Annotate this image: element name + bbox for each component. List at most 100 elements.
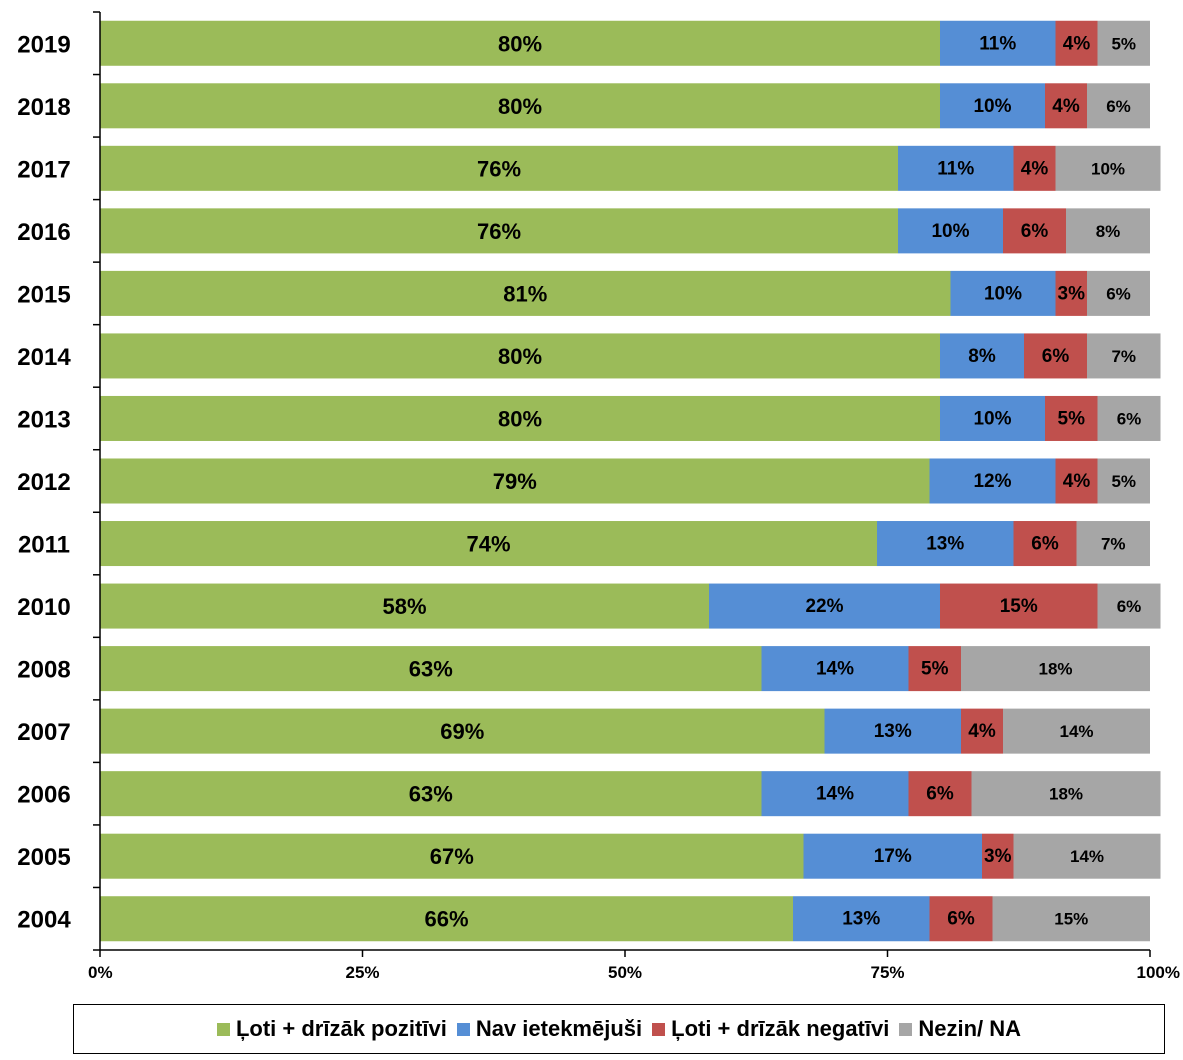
data-label: 6% — [1042, 346, 1070, 367]
data-label: 76% — [477, 156, 521, 181]
data-label: 10% — [973, 408, 1011, 429]
data-label: 4% — [968, 721, 996, 742]
data-label: 5% — [1111, 34, 1136, 53]
bar-segment — [940, 20, 1056, 66]
data-label: 14% — [1059, 722, 1093, 741]
category-label: 2006 — [17, 782, 70, 809]
data-label: 13% — [874, 721, 912, 742]
data-label: 6% — [1106, 97, 1131, 116]
bar-segment — [100, 208, 898, 254]
category-label: 2011 — [18, 532, 70, 559]
bar-segment — [100, 270, 951, 316]
bar-segment — [898, 208, 1003, 254]
bar-segment — [940, 395, 1045, 441]
bar-segment — [100, 583, 709, 629]
bar-segment — [1055, 270, 1087, 316]
data-label: 6% — [1106, 284, 1131, 303]
data-label: 3% — [1058, 283, 1086, 304]
category-label: 2015 — [17, 281, 70, 308]
bar-segment — [1055, 20, 1098, 66]
category-label: 2019 — [17, 31, 70, 58]
bar-segment — [898, 145, 1014, 191]
bar-segment — [1045, 395, 1098, 441]
data-label: 80% — [498, 344, 542, 369]
data-label: 10% — [931, 221, 969, 242]
legend-item: Nav ietekmējuši — [456, 1016, 643, 1042]
category-label: 2007 — [17, 719, 70, 746]
category-label: 2004 — [17, 907, 71, 934]
bar-segment — [1045, 83, 1087, 129]
bar-segment — [940, 83, 1045, 129]
bar-segment — [100, 83, 940, 129]
legend-swatch — [652, 1022, 666, 1036]
data-label: 80% — [498, 94, 542, 119]
data-label: 63% — [409, 782, 453, 807]
data-label: 6% — [1117, 409, 1142, 428]
data-label: 67% — [430, 844, 474, 869]
legend-label: Ļoti + drīzāk negatīvi — [671, 1016, 890, 1041]
category-label: 2008 — [17, 657, 70, 684]
data-label: 18% — [1049, 785, 1083, 804]
bar-segment — [908, 646, 961, 692]
bar-segment — [950, 270, 1056, 316]
bar-segment — [1013, 145, 1056, 191]
data-label: 10% — [973, 96, 1011, 117]
data-label: 4% — [1063, 471, 1091, 492]
category-label: 2005 — [17, 844, 70, 871]
data-label: 5% — [1058, 408, 1086, 429]
data-label: 5% — [921, 659, 949, 680]
bar-segment — [100, 521, 877, 567]
bar-segment — [961, 646, 1150, 692]
x-tick-label: 0% — [88, 963, 113, 982]
category-label: 2010 — [17, 594, 70, 621]
bar-segment — [929, 896, 993, 942]
bar-segment — [1097, 395, 1161, 441]
legend-label: Nezin/ NA — [918, 1016, 1022, 1041]
bar-segment — [761, 646, 909, 692]
data-label: 13% — [926, 534, 964, 555]
bar-segment — [1013, 521, 1077, 567]
data-label: 15% — [1054, 910, 1088, 929]
data-label: 66% — [424, 907, 468, 932]
bar-segment — [1066, 208, 1150, 254]
bar-segment — [1087, 83, 1150, 129]
data-label: 11% — [979, 33, 1016, 54]
bar-segment — [824, 708, 961, 754]
bar-segment — [100, 395, 940, 441]
data-label: 3% — [984, 846, 1012, 867]
bar-segment — [761, 771, 909, 817]
data-label: 4% — [1021, 158, 1049, 179]
bar-segment — [100, 20, 940, 66]
bar-segment — [1024, 333, 1087, 379]
legend-item: Ļoti + drīzāk negatīvi — [652, 1016, 889, 1042]
bar-segment — [908, 771, 972, 817]
data-label: 79% — [493, 469, 537, 494]
bar-segment — [100, 708, 825, 754]
category-label: 2018 — [17, 94, 70, 121]
legend-swatch — [456, 1022, 470, 1036]
data-label: 8% — [1096, 222, 1121, 241]
bar-segment — [1076, 521, 1150, 567]
legend-label: Nav ietekmējuši — [475, 1016, 643, 1041]
data-label: 80% — [498, 31, 542, 56]
bar-segment — [100, 646, 762, 692]
bar-segment — [100, 896, 793, 942]
bar-segment — [929, 458, 1056, 504]
chart-legend: Ļoti + drīzāk pozitīvi Nav ietekmējuši Ļot… — [73, 1004, 1165, 1054]
legend-swatch — [899, 1022, 913, 1036]
x-tick-label: 25% — [345, 963, 379, 982]
bar-segment — [1097, 583, 1161, 629]
bar-segment — [992, 896, 1150, 942]
bar-segment — [1055, 458, 1098, 504]
bar-segment — [1003, 208, 1066, 254]
data-label: 12% — [973, 471, 1011, 492]
data-label: 7% — [1111, 347, 1136, 366]
data-label: 14% — [816, 659, 854, 680]
bar-segment — [1055, 145, 1161, 191]
data-label: 5% — [1111, 472, 1136, 491]
bar-segment — [100, 145, 898, 191]
data-label: 74% — [466, 532, 510, 557]
bar-segment — [793, 896, 930, 942]
data-label: 63% — [409, 657, 453, 682]
x-tick-label: 50% — [608, 963, 642, 982]
